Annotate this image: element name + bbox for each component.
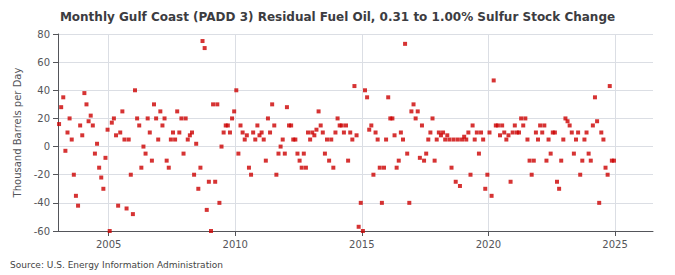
svg-text:2025: 2025 (602, 239, 627, 250)
svg-text:80: 80 (37, 29, 50, 40)
svg-text:-20: -20 (34, 169, 50, 180)
svg-text:2015: 2015 (349, 239, 374, 250)
svg-text:-40: -40 (34, 197, 50, 208)
svg-text:20: 20 (37, 113, 50, 124)
svg-text:2020: 2020 (476, 239, 501, 250)
svg-text:Thousand Barrels per Day: Thousand Barrels per Day (12, 68, 23, 199)
svg-text:2010: 2010 (223, 239, 248, 250)
svg-text:40: 40 (37, 85, 50, 96)
svg-text:60: 60 (37, 57, 50, 68)
svg-text:-60: -60 (34, 226, 50, 237)
svg-text:2005: 2005 (96, 239, 121, 250)
svg-text:Monthly Gulf Coast (PADD 3) Re: Monthly Gulf Coast (PADD 3) Residual Fue… (60, 10, 615, 24)
svg-text:Source: U.S. Energy Informatio: Source: U.S. Energy Information Administ… (10, 260, 223, 270)
svg-text:0: 0 (44, 141, 50, 152)
